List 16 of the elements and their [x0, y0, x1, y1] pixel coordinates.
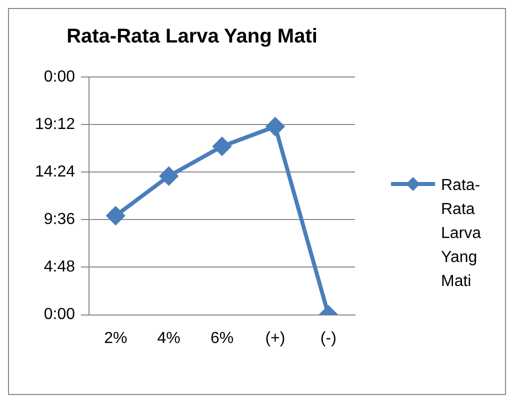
x-tick-label: 6% — [210, 330, 234, 347]
y-tick-label: 0:00 — [44, 68, 76, 86]
point — [213, 137, 232, 156]
point — [266, 118, 284, 136]
point — [160, 167, 178, 186]
y-tick-label: 14:24 — [34, 164, 76, 181]
y-tick-label: 19:12 — [34, 116, 76, 133]
x-tick-label: 2% — [104, 330, 128, 347]
y-tick-label: 9:36 — [44, 211, 76, 228]
x-tick-label: (-) — [320, 330, 336, 347]
x-tick-label: (+) — [265, 330, 286, 347]
x-tick-label: 4% — [157, 330, 180, 347]
y-tick-label: 4:48 — [44, 258, 76, 276]
legend-label: Rata-Rata Larva Yang Mati — [441, 176, 482, 292]
chart-title: Rata-Rata Larva Yang Mati — [66, 26, 318, 48]
y-tick-label: 0:00 — [44, 306, 76, 324]
